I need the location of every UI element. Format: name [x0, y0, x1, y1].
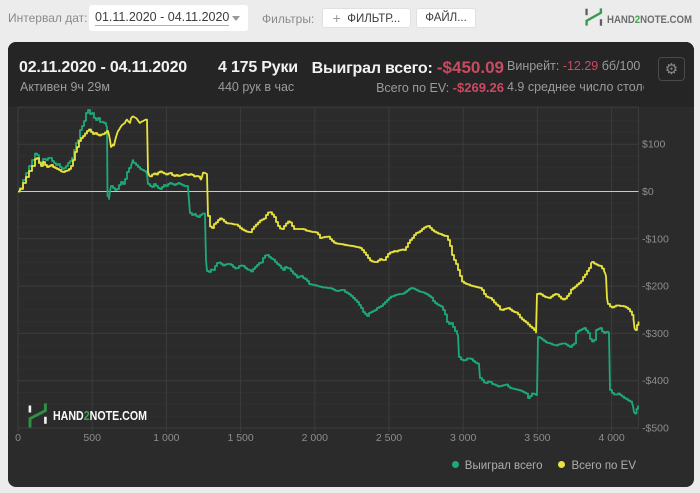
svg-text:-$200: -$200: [642, 281, 669, 293]
svg-text:-$300: -$300: [642, 328, 669, 340]
svg-text:2 000: 2 000: [302, 432, 328, 444]
svg-text:4 000: 4 000: [598, 432, 624, 444]
svg-text:-$100: -$100: [642, 233, 669, 245]
svg-text:0: 0: [15, 432, 21, 444]
svg-text:$0: $0: [642, 186, 654, 198]
svg-text:1 000: 1 000: [153, 432, 179, 444]
svg-text:3 500: 3 500: [524, 432, 550, 444]
svg-text:500: 500: [83, 432, 101, 444]
svg-text:$100: $100: [642, 139, 666, 151]
svg-text:3 000: 3 000: [450, 432, 476, 444]
svg-text:1 500: 1 500: [227, 432, 253, 444]
svg-text:HAND2NOTE.COM: HAND2NOTE.COM: [607, 14, 692, 26]
svg-text:HAND2NOTE.COM: HAND2NOTE.COM: [53, 408, 147, 423]
svg-text:-$500: -$500: [642, 423, 669, 435]
svg-text:2 500: 2 500: [376, 432, 402, 444]
svg-text:-$400: -$400: [642, 375, 669, 387]
